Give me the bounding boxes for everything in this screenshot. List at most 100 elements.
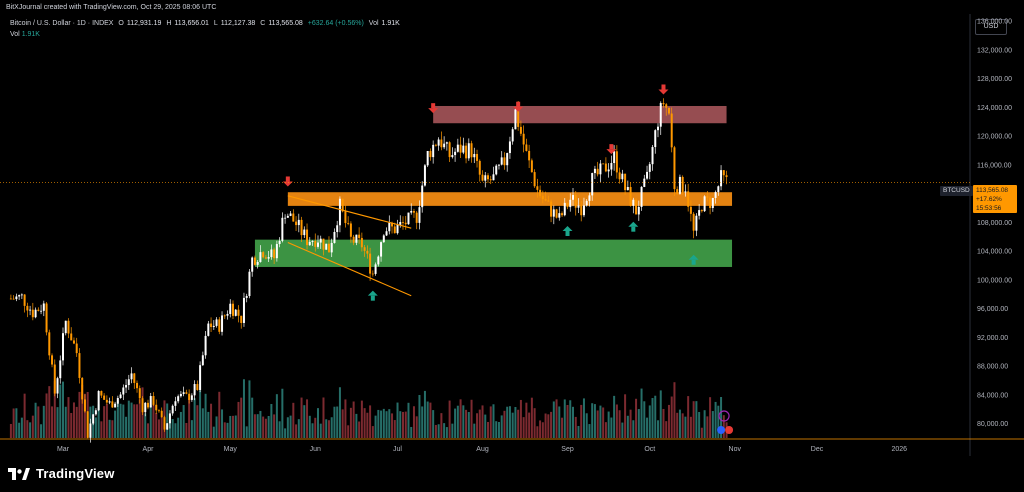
candle-body (352, 236, 355, 243)
volume-bar (295, 424, 298, 438)
volume-bar (234, 415, 237, 438)
volume-bar (336, 406, 339, 438)
tradingview-logo-icon (8, 467, 30, 480)
candle-body (72, 340, 75, 344)
volume-bar (59, 384, 62, 438)
arrow-head (606, 149, 617, 155)
candle-body (355, 234, 358, 243)
candle-body (152, 396, 155, 405)
candle-body (245, 296, 248, 298)
candle-body (51, 355, 54, 365)
candle-body (275, 244, 278, 259)
support-arrow-up (628, 221, 639, 232)
candle-body (585, 200, 588, 206)
candle-body (242, 297, 245, 323)
tradingview-logo[interactable]: TradingView (8, 466, 115, 481)
volume-bar (275, 394, 278, 438)
volume-legend[interactable]: Vol 1.91K (10, 31, 40, 38)
candle-body (295, 221, 298, 226)
volume-bar (114, 410, 117, 438)
candle-body (572, 195, 574, 200)
candle-body (26, 305, 29, 311)
price-tick-label: 100,000.00 (977, 277, 1012, 284)
volume-bar (78, 391, 81, 438)
candle-body (147, 402, 149, 408)
currency-button[interactable]: USD (975, 19, 1007, 35)
volume-bar (232, 415, 234, 438)
arrow-head (688, 254, 699, 260)
volume-bar (448, 400, 451, 438)
volume-bar (116, 400, 119, 438)
volume-bar (338, 387, 341, 438)
volume-bar (349, 407, 352, 438)
volume-bar (555, 399, 558, 438)
volume-bar (687, 396, 690, 438)
volume-bar (602, 407, 605, 438)
last-price-tag: 113,565.08 +17.62% 15:53:56 (973, 185, 1017, 213)
candle-body (317, 242, 319, 247)
arrow-stem (565, 231, 570, 236)
candle-body (530, 160, 533, 173)
candle-body (29, 309, 32, 311)
volume-bar (267, 416, 270, 438)
candle-body (577, 205, 580, 208)
symbol-title[interactable]: Bitcoin / U.S. Dollar · 1D · INDEX (10, 20, 114, 27)
volume-bar (218, 391, 221, 438)
bar-countdown: 15:53:56 (976, 205, 1002, 212)
volume-bar (322, 397, 325, 438)
volume-bar (443, 423, 446, 438)
candle-body (410, 210, 413, 213)
price-tick-label: 104,000.00 (977, 249, 1012, 256)
candle-body (344, 211, 347, 224)
volume-bar (330, 417, 333, 438)
candle-body (314, 240, 317, 247)
volume-bar (643, 401, 646, 438)
open-label: O (118, 20, 124, 27)
candle-body (624, 173, 627, 191)
candle-body (278, 240, 281, 245)
volume-bar (166, 403, 169, 438)
volume-bar (20, 417, 23, 438)
candle-body (234, 309, 237, 316)
candle-body (640, 186, 643, 207)
price-tick-label: 120,000.00 (977, 134, 1012, 141)
volume-bar (547, 414, 550, 438)
time-tick-label: Jun (310, 446, 321, 453)
volume-bar (497, 422, 500, 438)
volume-bar (637, 409, 640, 438)
volume-bar (487, 421, 489, 438)
volume-bar (240, 397, 243, 438)
volume-bar (596, 410, 599, 438)
candle-body (580, 205, 583, 216)
candle-body (190, 395, 193, 400)
candle-body (539, 189, 542, 196)
candle-body (12, 298, 15, 300)
candle-body (349, 223, 352, 237)
volume-bar (264, 418, 267, 438)
candle-body (111, 401, 114, 408)
volume-bar (437, 424, 440, 438)
candle-body (569, 199, 572, 208)
volume-bar (445, 427, 448, 438)
support-arrow-up (562, 226, 573, 236)
candle-body (415, 212, 418, 223)
volume-bar (421, 406, 424, 438)
volume-bar (517, 409, 520, 438)
volume-bar (709, 397, 712, 438)
candle-body (108, 401, 111, 403)
volume-bar (196, 405, 199, 438)
candle-body (700, 210, 703, 212)
volume-bar (541, 422, 544, 438)
volume-bar (259, 410, 262, 438)
candle-body (185, 392, 188, 394)
volume-bar (193, 398, 196, 438)
candle-body (711, 197, 714, 209)
candle-body (196, 384, 199, 390)
volume-bar (662, 408, 665, 438)
candle-body (621, 173, 624, 180)
change-value: +632.64 (+0.56%) (307, 20, 364, 27)
volume-bar (160, 417, 163, 438)
volume-bar (500, 415, 503, 438)
volume-bar (572, 406, 574, 438)
